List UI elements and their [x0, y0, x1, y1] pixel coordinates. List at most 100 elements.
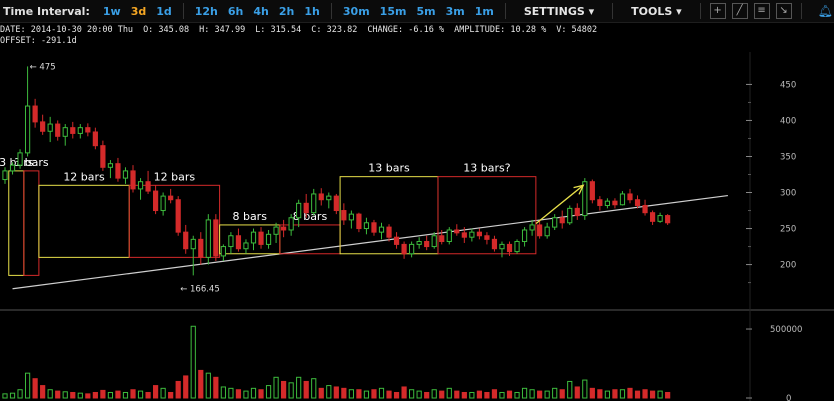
volume-bar	[409, 389, 415, 399]
pattern-box	[23, 170, 40, 276]
candle-body	[115, 163, 121, 179]
settings-menu[interactable]: SETTINGS ▾	[523, 4, 595, 18]
interval-4h[interactable]: 4h	[253, 4, 269, 18]
candle-body	[431, 235, 437, 248]
volume-bar	[454, 390, 460, 399]
candle-body	[537, 224, 543, 237]
candle-body	[70, 127, 76, 134]
menu-icon[interactable]: ≡	[753, 3, 770, 19]
candle-body	[130, 170, 136, 190]
interval-12h[interactable]: 12h	[194, 4, 218, 18]
volume-bar	[70, 391, 76, 399]
candle-body	[574, 207, 580, 217]
low-label: ← 166.45	[180, 285, 220, 295]
interval-5m[interactable]: 5m	[416, 4, 436, 18]
volume-bar	[356, 389, 362, 399]
info-high: H: 347.99	[199, 25, 246, 35]
divider	[182, 3, 184, 19]
volume-bar	[32, 378, 38, 399]
y-tick-label: 350	[780, 152, 796, 162]
divider	[699, 3, 701, 19]
pattern-box-label: 3 bars	[14, 156, 49, 169]
ohlc-info: DATE: 2014-10-30 20:00 Thu O: 345.08 H: 34…	[0, 25, 607, 35]
volume-bar	[634, 390, 641, 399]
volume-bar	[627, 387, 633, 399]
volume-bar	[288, 382, 294, 399]
candle-body	[2, 170, 8, 181]
volume-bar	[514, 391, 520, 399]
interval-30m[interactable]: 30m	[342, 4, 370, 18]
volume-bar	[24, 372, 31, 399]
volume-bar	[85, 393, 91, 399]
volume-bar	[461, 391, 467, 399]
volume-bar	[190, 325, 196, 399]
interval-1w[interactable]: 1w	[102, 4, 121, 18]
line-icon[interactable]: ╱	[731, 3, 748, 19]
toolbar: Time Interval: 1w 3d 1d 12h 6h 4h 2h 1h …	[0, 0, 834, 23]
candle-body	[409, 243, 415, 255]
tools-menu[interactable]: TOOLS ▾	[631, 4, 682, 18]
interval-3m[interactable]: 3m	[445, 4, 465, 18]
arrow-icon[interactable]: ↘	[775, 3, 792, 19]
interval-1h[interactable]: 1h	[304, 4, 320, 18]
candle-body	[514, 241, 520, 253]
candle-body	[461, 232, 467, 238]
interval-3d[interactable]: 3d	[130, 4, 147, 18]
candle-body	[40, 121, 46, 132]
volume-bar	[235, 389, 242, 399]
candle-body	[634, 199, 641, 206]
volume-bar	[499, 391, 505, 399]
info-amplitude: AMPLITUDE: 10.28 %	[454, 25, 547, 35]
interval-6h[interactable]: 6h	[227, 4, 244, 18]
candle-body	[401, 243, 407, 255]
candle-body	[559, 217, 565, 224]
interval-2h[interactable]: 2h	[278, 4, 295, 18]
candle-body	[303, 202, 309, 214]
candle-body	[311, 193, 317, 214]
crosshair-icon[interactable]: +	[709, 3, 726, 19]
volume-bar	[145, 391, 151, 399]
pattern-box-label: 13 bars	[368, 162, 410, 175]
interval-15m[interactable]: 15m	[379, 4, 407, 18]
candle-body	[9, 164, 16, 172]
volume-bar	[348, 389, 354, 399]
interval-1d[interactable]: 1d	[156, 4, 172, 18]
volume-bar	[47, 389, 53, 399]
candle-body	[85, 127, 91, 133]
pattern-box-label: 8 bars	[232, 210, 267, 223]
projection-arrow-head	[573, 184, 585, 195]
pattern-box	[437, 176, 537, 255]
candle-body	[107, 163, 114, 168]
volume-bar	[122, 391, 129, 399]
candle-body	[145, 181, 151, 192]
bell-icon[interactable]: 🔔︎	[817, 4, 833, 18]
volume-bar	[476, 390, 482, 399]
candle-body	[55, 123, 61, 137]
volume-bar	[303, 380, 309, 399]
volume-bar	[326, 385, 332, 399]
interval-1m[interactable]: 1m	[474, 4, 494, 18]
candle-body	[657, 215, 663, 222]
projection-arrow	[535, 184, 584, 225]
candle-body	[582, 181, 588, 217]
candle-body	[220, 246, 226, 257]
candle-body	[198, 238, 204, 258]
pattern-box-label: 12 bars	[63, 170, 105, 183]
candle-body	[183, 231, 189, 250]
candle-body	[258, 231, 264, 245]
offset-info: OFFSET: -291.1d	[0, 36, 77, 46]
volume-bar	[552, 387, 558, 399]
candle-body	[265, 233, 272, 245]
volume-bar	[612, 389, 618, 399]
volume-bar	[2, 393, 8, 399]
candle-body	[439, 235, 445, 243]
candle-body	[378, 226, 385, 233]
divider	[330, 3, 332, 19]
candle-body	[250, 231, 257, 244]
volume-bar	[642, 389, 648, 399]
candle-body	[273, 226, 279, 235]
candle-body	[168, 195, 174, 201]
volume-bar	[296, 376, 302, 399]
candle-body	[235, 235, 242, 250]
